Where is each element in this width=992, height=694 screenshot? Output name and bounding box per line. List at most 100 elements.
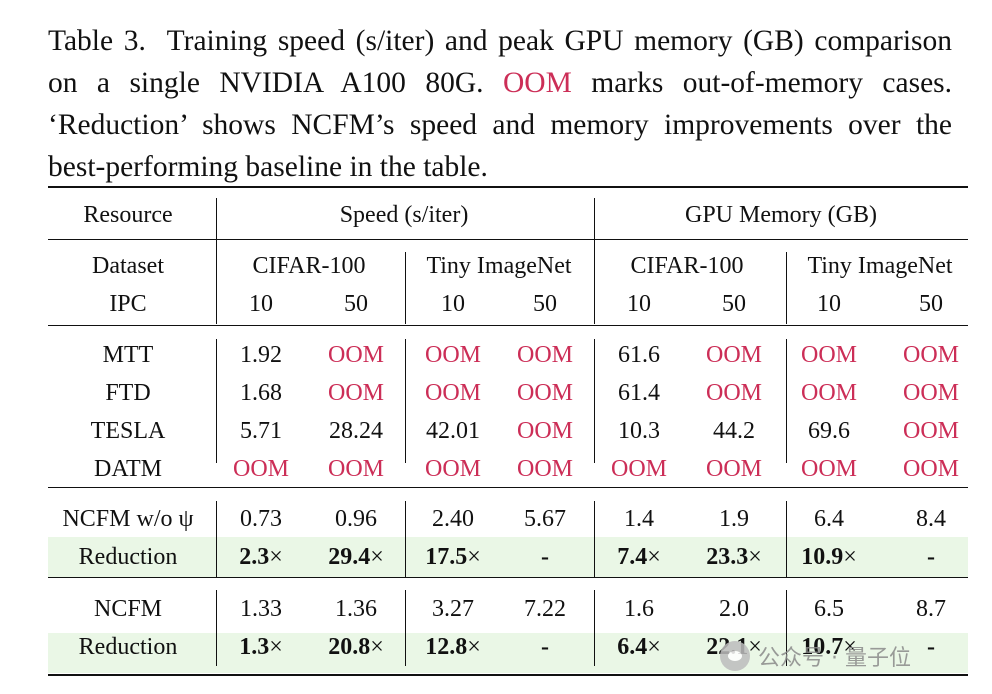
cell-value: 61.6 [618, 342, 660, 368]
times-symbol: × [269, 634, 283, 660]
column-separator [786, 501, 787, 577]
cell-value: 10.3 [618, 418, 660, 444]
table-cell: 1.3× [214, 632, 308, 662]
cell-value: 6.5 [814, 596, 844, 622]
header-dataset-name: CIFAR-100 [630, 253, 744, 279]
table-cell: 10.9× [782, 542, 876, 572]
table-cell: 1.9 [687, 504, 781, 534]
highlight-row [48, 537, 968, 577]
cell-value: 44.2 [713, 418, 755, 444]
times-symbol: × [370, 544, 384, 570]
table-cell: 5.71 [214, 416, 308, 446]
column-separator [216, 198, 217, 324]
times-symbol: × [748, 544, 762, 570]
table-cell: 1.33 [214, 594, 308, 624]
wechat-logo-icon [720, 641, 750, 671]
cell-value: 69.6 [808, 418, 850, 444]
table-cell: OOM [214, 454, 308, 484]
table-cell: OOM [406, 454, 500, 484]
cell-value: OOM [516, 456, 573, 482]
table-cell: OOM [592, 454, 686, 484]
table-cell: 61.6 [592, 340, 686, 370]
table-cell: OOM [498, 454, 592, 484]
cell-value: OOM [705, 342, 762, 368]
table-cell: 3.27 [406, 594, 500, 624]
cell-value: 6.4 [617, 634, 648, 660]
column-separator [216, 339, 217, 463]
table-cell: OOM [309, 378, 403, 408]
column-separator [405, 501, 406, 577]
table-cell: OOM [309, 340, 403, 370]
cell-value: 2.40 [432, 506, 474, 532]
table-cell: 2.3× [214, 542, 308, 572]
mid-rule [48, 577, 968, 578]
cell-value: 28.24 [329, 418, 383, 444]
table-cell: 10.7× [782, 632, 876, 662]
row-method: NCFM [93, 596, 163, 622]
cell-value: 6.4 [814, 506, 844, 532]
header-ipc: IPC [109, 291, 147, 317]
table-cell: 23.3× [687, 542, 781, 572]
table-cell: 7.22 [498, 594, 592, 624]
cell-value: OOM [902, 456, 959, 482]
header-ipc-value: 50 [533, 291, 557, 317]
table-cell: OOM [687, 378, 781, 408]
cell-value: OOM [902, 380, 959, 406]
cell-value: - [927, 634, 935, 660]
cell-value: 10.7 [801, 634, 844, 660]
table-cell: 28.24 [309, 416, 403, 446]
times-symbol: × [748, 634, 762, 660]
row-method: FTD [105, 380, 151, 406]
cell-value: 23.3 [706, 544, 749, 570]
cell-value: OOM [327, 380, 384, 406]
header-ipc-value: 50 [722, 291, 746, 317]
cell-value: OOM [516, 380, 573, 406]
cell-value: 12.8 [425, 634, 468, 660]
table-cell: 2.40 [406, 504, 500, 534]
cell-value: OOM [610, 456, 667, 482]
column-separator [216, 590, 217, 666]
cell-value: 1.92 [240, 342, 282, 368]
header-resource: Resource [83, 202, 173, 228]
cell-value: 1.3 [239, 634, 270, 660]
cell-value: 42.01 [426, 418, 480, 444]
table-cell: 42.01 [406, 416, 500, 446]
table-cell: OOM [309, 454, 403, 484]
header-memory: GPU Memory (GB) [685, 202, 877, 228]
row-method: NCFM w/o ψ [62, 506, 194, 532]
mid-rule [48, 325, 968, 326]
cell-value: 17.5 [425, 544, 468, 570]
watermark: 公众号 · 量子位 [720, 636, 911, 676]
cell-value: 61.4 [618, 380, 660, 406]
cell-value: OOM [800, 456, 857, 482]
table-cell: 7.4× [592, 542, 686, 572]
cell-value: 8.7 [916, 596, 946, 622]
cell-value: OOM [516, 418, 573, 444]
table-cell: 61.4 [592, 378, 686, 408]
table-cell: 10.3 [592, 416, 686, 446]
table-cell: 0.96 [309, 504, 403, 534]
table-cell: 5.67 [498, 504, 592, 534]
mid-rule [48, 239, 968, 240]
table-cell: - [884, 542, 978, 572]
column-separator [594, 501, 595, 577]
cell-value: OOM [327, 456, 384, 482]
header-dataset-name: Tiny ImageNet [426, 253, 572, 279]
times-symbol: × [269, 544, 283, 570]
table-cell: OOM [498, 378, 592, 408]
cell-value: 20.8 [328, 634, 371, 660]
table-cell: 12.8× [406, 632, 500, 662]
cell-value: 1.9 [719, 506, 749, 532]
cell-value: OOM [902, 418, 959, 444]
table-cell: 8.4 [884, 504, 978, 534]
row-method: TESLA [90, 418, 166, 444]
table-cell: OOM [884, 378, 978, 408]
column-separator [405, 252, 406, 324]
table-cell: - [884, 632, 978, 662]
column-separator [594, 590, 595, 666]
table-cell: OOM [884, 340, 978, 370]
times-symbol: × [467, 544, 481, 570]
header-ipc-value: 50 [919, 291, 943, 317]
times-symbol: × [647, 634, 661, 660]
table-cell: 6.4× [592, 632, 686, 662]
